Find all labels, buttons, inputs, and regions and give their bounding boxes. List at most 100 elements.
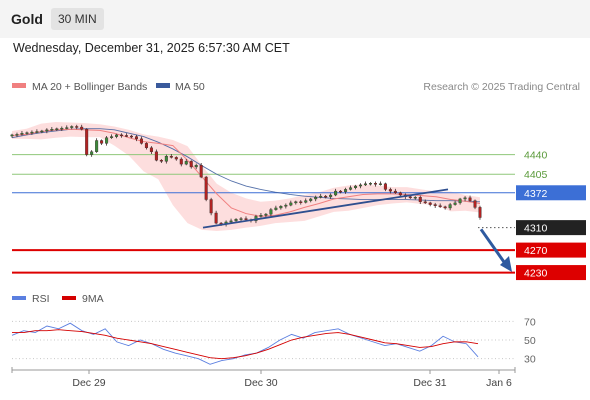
candle — [413, 196, 417, 200]
header-bar: Gold 30 MIN — [0, 0, 590, 38]
candle — [443, 205, 447, 210]
source-credit: Research © 2025 Trading Central — [423, 81, 580, 93]
candle — [339, 189, 343, 194]
candle — [184, 159, 188, 166]
candle — [393, 188, 397, 194]
candle — [25, 131, 29, 135]
candle — [105, 136, 109, 146]
candle — [115, 133, 119, 139]
candle — [129, 134, 133, 139]
candle — [359, 183, 363, 189]
candle — [274, 205, 278, 211]
candle — [294, 200, 298, 205]
candle — [80, 124, 84, 131]
candle — [209, 197, 213, 216]
candle — [30, 130, 34, 135]
candle — [85, 128, 89, 157]
candle — [169, 154, 173, 159]
candle — [423, 199, 427, 205]
level-box-4372 — [516, 185, 586, 201]
candle — [388, 187, 392, 194]
ma20-line — [11, 128, 481, 217]
ma50-legend-label: MA 50 — [175, 81, 205, 93]
candle — [473, 199, 477, 210]
rsi-line — [11, 322, 479, 365]
candle — [10, 133, 14, 138]
ma20-legend-swatch — [12, 83, 26, 88]
candle — [179, 157, 183, 167]
price-levels: 4440 4405 4372 4310 4270 4230 — [12, 150, 586, 281]
candle — [40, 129, 44, 134]
candle — [363, 181, 367, 187]
level-label-4270: 4270 — [524, 245, 548, 257]
time-tick-label-2: Dec 31 — [413, 377, 446, 389]
candle — [284, 203, 288, 209]
candle — [428, 201, 432, 207]
ma20-legend-label: MA 20 + Bollinger Bands — [32, 81, 147, 93]
level-label-4372: 4372 — [524, 188, 548, 200]
candle — [50, 127, 54, 131]
candle — [194, 163, 198, 170]
candle — [309, 197, 313, 203]
candle — [100, 139, 104, 146]
candle — [65, 125, 69, 130]
candle — [468, 195, 472, 202]
candle — [125, 133, 129, 138]
rsi-tick-50: 50 — [524, 335, 536, 347]
candle — [304, 198, 308, 204]
candle — [438, 203, 442, 208]
candle — [189, 160, 193, 169]
candle — [373, 181, 377, 187]
candle — [478, 205, 482, 220]
candle — [154, 149, 158, 162]
rsi-tick-30: 30 — [524, 354, 536, 366]
candle — [134, 134, 138, 142]
candle — [35, 129, 39, 134]
candle — [378, 181, 382, 186]
rsi-tick-70: 70 — [524, 316, 536, 328]
timeframe-badge[interactable]: 30 MIN — [51, 8, 104, 30]
candle — [354, 184, 358, 190]
candle — [398, 191, 402, 197]
rsi-panel: 70 50 30 — [11, 316, 536, 366]
candle — [164, 154, 168, 164]
candle — [314, 195, 318, 202]
time-axis: Dec 29 Dec 30 Dec 31 Jan 6 — [11, 367, 516, 389]
candle — [110, 134, 114, 139]
level-box-4270 — [516, 242, 586, 258]
candle — [70, 125, 74, 130]
moving-averages — [11, 128, 481, 217]
candle — [289, 200, 293, 207]
candle — [344, 187, 348, 194]
rsi-ma-legend-swatch — [62, 296, 76, 300]
rsi-legend-swatch — [12, 296, 26, 300]
candle — [324, 195, 328, 199]
candle — [418, 195, 422, 205]
candle — [199, 163, 203, 179]
instrument-title: Gold — [11, 11, 43, 27]
candle — [139, 136, 143, 145]
candle — [453, 200, 457, 206]
candle — [458, 197, 462, 205]
level-box-4230 — [516, 265, 586, 281]
candle — [45, 128, 49, 134]
bollinger-band-fill — [12, 121, 480, 231]
candle — [368, 182, 372, 186]
forecast-arrow — [479, 228, 506, 263]
candle — [20, 130, 24, 136]
bollinger-bands — [12, 121, 480, 231]
forecast-arrow-head — [500, 255, 512, 272]
level-label-4230: 4230 — [524, 268, 548, 280]
candle — [329, 193, 333, 199]
candle — [264, 213, 268, 217]
level-label-4440: 4440 — [524, 150, 548, 162]
ma50-legend-swatch — [156, 83, 170, 88]
rsi-legend-label: RSI — [32, 293, 50, 305]
candle — [269, 207, 273, 217]
ma50-line — [11, 128, 481, 203]
rsi-ma-legend-label: 9MA — [82, 293, 104, 305]
candle — [239, 216, 243, 222]
candle — [214, 210, 218, 225]
chart-timestamp: Wednesday, December 31, 2025 6:57:30 AM … — [13, 41, 290, 55]
